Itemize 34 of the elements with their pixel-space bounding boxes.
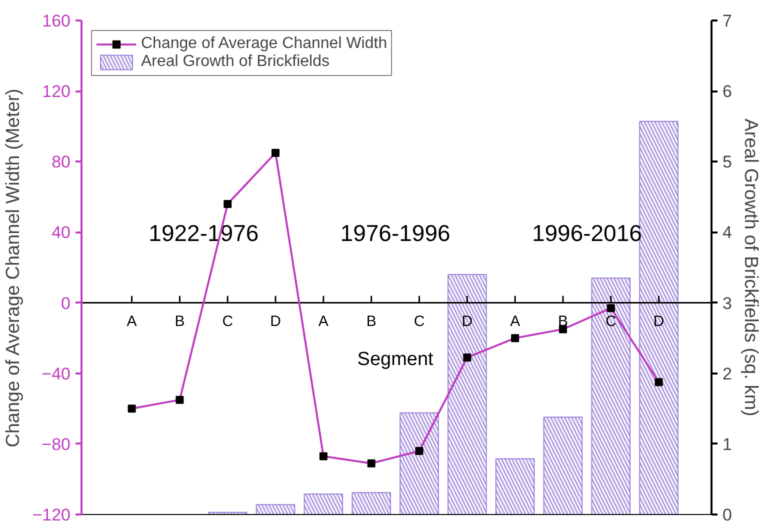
y2-tick-label: 0	[722, 506, 732, 524]
x-axis-title: Segment	[357, 348, 434, 370]
y2-tick-label: 7	[722, 12, 732, 30]
x-tick-label: A	[126, 312, 137, 330]
y-tick-label: 0	[61, 294, 71, 313]
y-tick-label: 120	[42, 82, 71, 102]
x-tick-label: B	[174, 312, 185, 330]
y-tick-label: 160	[42, 12, 71, 30]
x-tick-label: D	[270, 312, 282, 330]
x-tick-label: C	[605, 312, 616, 330]
x-tick-label: C	[414, 312, 425, 330]
y-axis-title: Change of Average Channel Width (Meter)	[3, 88, 24, 448]
y-tick-label: 80	[52, 152, 71, 172]
y-tick-label: −120	[32, 506, 71, 524]
x-tick-label: A	[318, 312, 328, 330]
legend-label: Areal Growth of Brickfields	[141, 53, 330, 71]
x-tick-label: C	[222, 312, 234, 330]
x-tick-label: B	[366, 312, 376, 330]
annotation: 1976-1996	[340, 220, 450, 246]
x-tick-label: D	[462, 312, 473, 330]
y2-tick-label: 5	[722, 152, 732, 172]
y2-tick-label: 4	[722, 223, 732, 242]
legend-label: Change of Average Channel Width	[141, 35, 388, 53]
x-tick-label: D	[653, 312, 664, 330]
annotation: 1996-2016	[532, 220, 642, 246]
y2-tick-label: 2	[722, 364, 732, 384]
y2-tick-label: 3	[722, 294, 732, 313]
y2-tick-label: 6	[722, 82, 732, 102]
y-tick-label: 40	[52, 223, 71, 242]
x-tick-label: A	[510, 312, 520, 330]
y2-tick-label: 1	[722, 434, 732, 454]
y-tick-label: −40	[42, 364, 71, 384]
y-tick-label: −80	[42, 434, 71, 454]
y2-axis-title: Areal Growth of Brickfields (sq. km)	[740, 118, 761, 416]
